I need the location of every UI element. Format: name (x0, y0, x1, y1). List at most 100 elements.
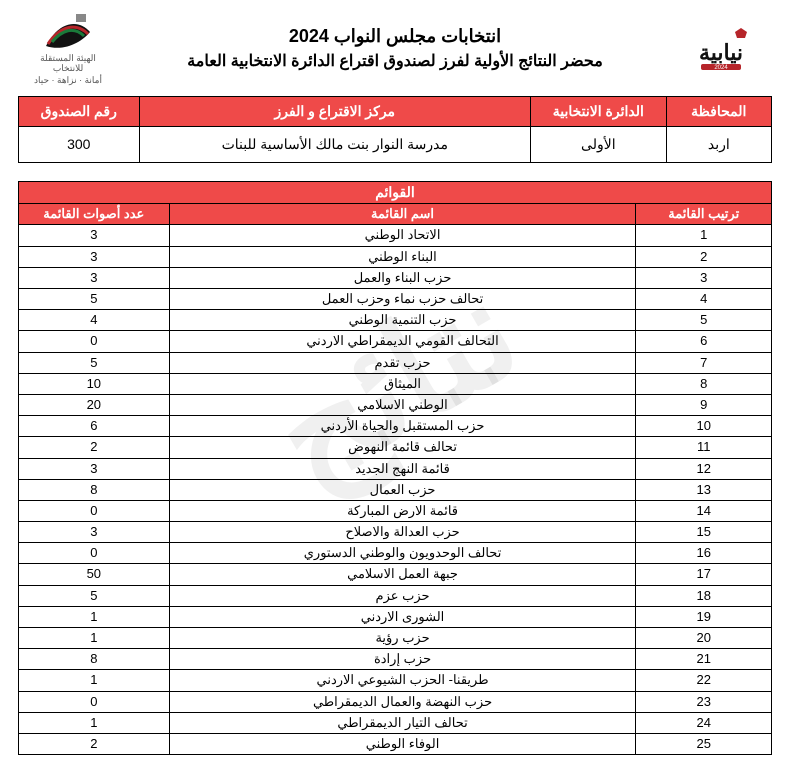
cell-rank: 6 (636, 331, 772, 352)
cell-rank: 13 (636, 479, 772, 500)
cell-votes: 3 (19, 522, 170, 543)
lists-section-title: القوائم (19, 181, 772, 204)
table-row: 18حزب عزم5 (19, 585, 772, 606)
table-row: 23حزب النهضة والعمال الديمقراطي0 (19, 691, 772, 712)
cell-name: الميثاق (169, 373, 636, 394)
table-row: 17جبهة العمل الاسلامي50 (19, 564, 772, 585)
cell-rank: 18 (636, 585, 772, 606)
main-title: انتخابات مجلس النواب 2024 (118, 26, 672, 47)
cell-rank: 11 (636, 437, 772, 458)
cell-name: حزب رؤية (169, 628, 636, 649)
cell-rank: 25 (636, 733, 772, 754)
cell-rank: 19 (636, 606, 772, 627)
table-row: 22طريقنا- الحزب الشيوعي الاردني1 (19, 670, 772, 691)
cell-votes: 0 (19, 331, 170, 352)
value-governorate: اربد (666, 126, 771, 162)
cell-votes: 20 (19, 394, 170, 415)
cell-rank: 1 (636, 225, 772, 246)
header-governorate: المحافظة (666, 96, 771, 126)
table-row: 14قائمة الارض المباركة0 (19, 500, 772, 521)
cell-votes: 3 (19, 246, 170, 267)
cell-name: حزب التنمية الوطني (169, 310, 636, 331)
cell-votes: 3 (19, 458, 170, 479)
cell-votes: 5 (19, 352, 170, 373)
cell-rank: 8 (636, 373, 772, 394)
header-district: الدائرة الانتخابية (531, 96, 667, 126)
cell-rank: 10 (636, 416, 772, 437)
commission-caption-2: للانتخاب (53, 63, 83, 73)
table-row: 16تحالف الوحدويون والوطني الدستوري0 (19, 543, 772, 564)
info-table: المحافظة الدائرة الانتخابية مركز الاقترا… (18, 96, 772, 163)
cell-name: حزب العمال (169, 479, 636, 500)
cell-name: حزب البناء والعمل (169, 267, 636, 288)
cell-votes: 1 (19, 712, 170, 733)
cell-rank: 16 (636, 543, 772, 564)
cell-name: البناء الوطني (169, 246, 636, 267)
cell-rank: 15 (636, 522, 772, 543)
cell-name: تحالف قائمة النهوض (169, 437, 636, 458)
commission-caption-1: الهيئة المستقلة (40, 53, 96, 63)
cell-name: جبهة العمل الاسلامي (169, 564, 636, 585)
cell-votes: 2 (19, 733, 170, 754)
table-row: 11تحالف قائمة النهوض2 (19, 437, 772, 458)
page-header: نيابية 2024 انتخابات مجلس النواب 2024 مح… (18, 12, 772, 86)
cell-rank: 23 (636, 691, 772, 712)
cell-votes: 10 (19, 373, 170, 394)
commission-caption-3: أمانة · نزاهة · حياد (34, 76, 102, 86)
titles: انتخابات مجلس النواب 2024 محضر النتائج ا… (118, 26, 672, 71)
table-row: 25الوفاء الوطني2 (19, 733, 772, 754)
table-row: 2البناء الوطني3 (19, 246, 772, 267)
cell-rank: 9 (636, 394, 772, 415)
cell-name: تحالف حزب نماء وحزب العمل (169, 289, 636, 310)
table-row: 7حزب تقدم5 (19, 352, 772, 373)
cell-rank: 3 (636, 267, 772, 288)
cell-votes: 0 (19, 691, 170, 712)
col-votes: عدد أصوات القائمة (19, 204, 170, 225)
cell-votes: 1 (19, 670, 170, 691)
cell-name: حزب تقدم (169, 352, 636, 373)
cell-votes: 8 (19, 479, 170, 500)
cell-name: الوطني الاسلامي (169, 394, 636, 415)
table-row: 4تحالف حزب نماء وحزب العمل5 (19, 289, 772, 310)
sub-title: محضر النتائج الأولية لفرز لصندوق اقتراع … (118, 51, 672, 71)
commission-logo: الهيئة المستقلةللانتخاب أمانة · نزاهة · … (18, 12, 118, 86)
cell-rank: 7 (636, 352, 772, 373)
cell-votes: 1 (19, 628, 170, 649)
cell-votes: 0 (19, 543, 170, 564)
cell-name: الشورى الاردني (169, 606, 636, 627)
cell-votes: 4 (19, 310, 170, 331)
cell-name: حزب إرادة (169, 649, 636, 670)
cell-votes: 3 (19, 225, 170, 246)
cell-name: حزب عزم (169, 585, 636, 606)
cell-name: حزب العدالة والاصلاح (169, 522, 636, 543)
cell-votes: 5 (19, 289, 170, 310)
cell-rank: 24 (636, 712, 772, 733)
cell-votes: 5 (19, 585, 170, 606)
cell-votes: 3 (19, 267, 170, 288)
table-row: 3حزب البناء والعمل3 (19, 267, 772, 288)
lists-table: القوائم ترتيب القائمة اسم القائمة عدد أص… (18, 181, 772, 755)
cell-name: قائمة النهج الجديد (169, 458, 636, 479)
svg-text:نيابية: نيابية (699, 40, 743, 65)
table-row: 5حزب التنمية الوطني4 (19, 310, 772, 331)
cell-votes: 0 (19, 500, 170, 521)
col-rank: ترتيب القائمة (636, 204, 772, 225)
cell-name: قائمة الارض المباركة (169, 500, 636, 521)
cell-name: الاتحاد الوطني (169, 225, 636, 246)
table-row: 20حزب رؤية1 (19, 628, 772, 649)
header-center: مركز الاقتراع و الفرز (139, 96, 531, 126)
logo-year: 2024 (714, 65, 728, 71)
value-district: الأولى (531, 126, 667, 162)
table-row: 10حزب المستقبل والحياة الأردني6 (19, 416, 772, 437)
cell-name: حزب النهضة والعمال الديمقراطي (169, 691, 636, 712)
cell-votes: 6 (19, 416, 170, 437)
cell-rank: 17 (636, 564, 772, 585)
cell-name: طريقنا- الحزب الشيوعي الاردني (169, 670, 636, 691)
cell-name: تحالف التيار الديمقراطي (169, 712, 636, 733)
table-row: 24تحالف التيار الديمقراطي1 (19, 712, 772, 733)
table-row: 15حزب العدالة والاصلاح3 (19, 522, 772, 543)
cell-name: الوفاء الوطني (169, 733, 636, 754)
cell-votes: 8 (19, 649, 170, 670)
cell-name: التحالف القومي الديمقراطي الاردني (169, 331, 636, 352)
cell-rank: 12 (636, 458, 772, 479)
